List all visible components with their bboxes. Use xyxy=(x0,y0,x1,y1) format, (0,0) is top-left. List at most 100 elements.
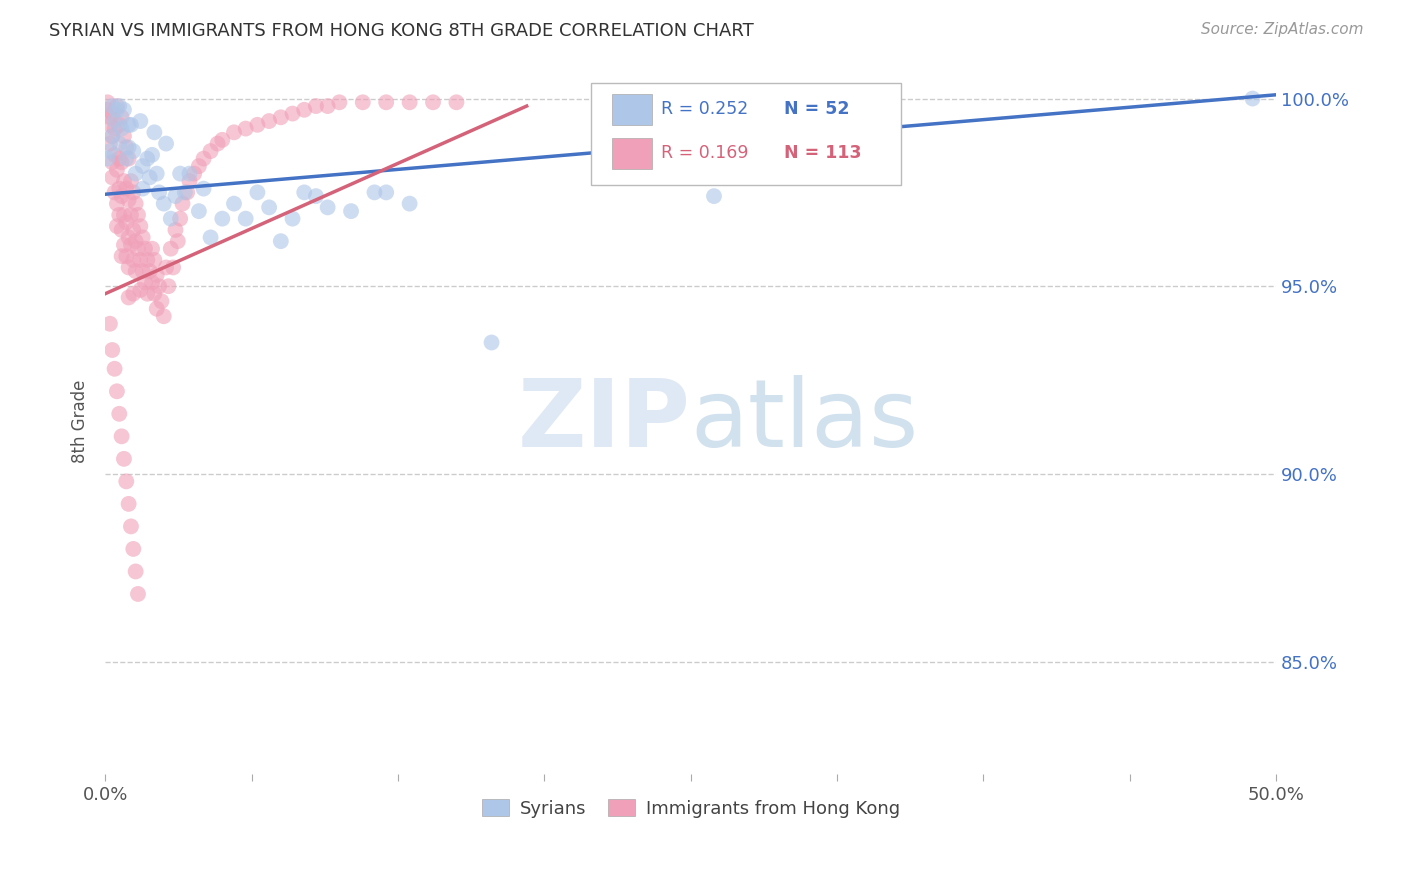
Point xyxy=(129,252,152,267)
Point xyxy=(172,196,194,211)
Point xyxy=(422,95,444,110)
Point xyxy=(155,136,177,151)
Text: ZIP: ZIP xyxy=(517,376,690,467)
Point xyxy=(211,133,233,147)
Point xyxy=(138,264,160,278)
Point xyxy=(257,114,280,128)
Point xyxy=(270,111,292,125)
Point xyxy=(155,260,177,275)
Point xyxy=(117,152,139,166)
Point xyxy=(122,223,145,237)
Point xyxy=(328,95,350,110)
Point xyxy=(117,497,139,511)
Point xyxy=(246,186,269,200)
Point xyxy=(115,215,138,229)
Point xyxy=(120,238,142,252)
Point xyxy=(179,167,201,181)
Point xyxy=(108,99,131,113)
Point xyxy=(316,200,339,214)
Point xyxy=(124,264,146,278)
Point xyxy=(292,186,315,200)
Point xyxy=(136,152,159,166)
Point xyxy=(110,155,132,169)
Point xyxy=(122,541,145,556)
Point xyxy=(117,290,139,304)
Point xyxy=(134,242,156,256)
Point xyxy=(124,234,146,248)
Point xyxy=(101,155,124,169)
FancyBboxPatch shape xyxy=(612,94,652,125)
Point xyxy=(108,407,131,421)
Point xyxy=(120,208,142,222)
Point xyxy=(117,118,139,132)
Point xyxy=(98,111,121,125)
Point xyxy=(187,159,209,173)
Point xyxy=(124,196,146,211)
Point xyxy=(127,242,149,256)
Point xyxy=(112,103,135,117)
Point xyxy=(101,106,124,120)
Text: SYRIAN VS IMMIGRANTS FROM HONG KONG 8TH GRADE CORRELATION CHART: SYRIAN VS IMMIGRANTS FROM HONG KONG 8TH … xyxy=(49,22,754,40)
Point xyxy=(108,136,131,151)
Point xyxy=(117,260,139,275)
Point xyxy=(112,174,135,188)
Point xyxy=(222,196,245,211)
Point xyxy=(145,301,167,316)
Point xyxy=(145,268,167,282)
Point xyxy=(131,181,153,195)
Point xyxy=(105,196,128,211)
Point xyxy=(103,148,125,162)
Point xyxy=(141,148,163,162)
Point xyxy=(211,211,233,226)
FancyBboxPatch shape xyxy=(591,83,901,185)
Text: N = 52: N = 52 xyxy=(785,100,849,118)
Point xyxy=(122,144,145,158)
Point xyxy=(101,129,124,144)
Point xyxy=(159,211,181,226)
FancyBboxPatch shape xyxy=(612,137,652,169)
Point xyxy=(141,276,163,290)
Point xyxy=(115,181,138,195)
Point xyxy=(222,125,245,139)
Point xyxy=(136,252,159,267)
Point xyxy=(159,242,181,256)
Point xyxy=(305,99,328,113)
Point xyxy=(108,152,131,166)
Point xyxy=(246,118,269,132)
Point xyxy=(103,114,125,128)
Point xyxy=(281,211,304,226)
Text: R = 0.252: R = 0.252 xyxy=(661,100,748,118)
Point xyxy=(165,189,187,203)
Legend: Syrians, Immigrants from Hong Kong: Syrians, Immigrants from Hong Kong xyxy=(474,792,907,825)
Point xyxy=(96,95,118,110)
Point xyxy=(105,99,128,113)
Point xyxy=(105,219,128,234)
Point xyxy=(235,211,257,226)
Point xyxy=(134,276,156,290)
Point xyxy=(122,186,145,200)
Point xyxy=(115,152,138,166)
Point xyxy=(375,186,398,200)
Text: Source: ZipAtlas.com: Source: ZipAtlas.com xyxy=(1201,22,1364,37)
Point xyxy=(127,587,149,601)
Point xyxy=(152,310,174,324)
Point xyxy=(200,144,222,158)
Point xyxy=(481,335,503,350)
Point xyxy=(193,152,215,166)
Point xyxy=(101,170,124,185)
Point xyxy=(446,95,468,110)
Point xyxy=(115,140,138,154)
Point xyxy=(375,95,398,110)
Point xyxy=(129,219,152,234)
Point xyxy=(143,286,166,301)
Point xyxy=(145,167,167,181)
Point xyxy=(112,129,135,144)
Point xyxy=(101,99,124,113)
Point xyxy=(105,162,128,177)
Point xyxy=(112,238,135,252)
Point xyxy=(108,208,131,222)
Point xyxy=(193,181,215,195)
Point xyxy=(117,230,139,244)
Point xyxy=(108,181,131,195)
Point xyxy=(110,189,132,203)
